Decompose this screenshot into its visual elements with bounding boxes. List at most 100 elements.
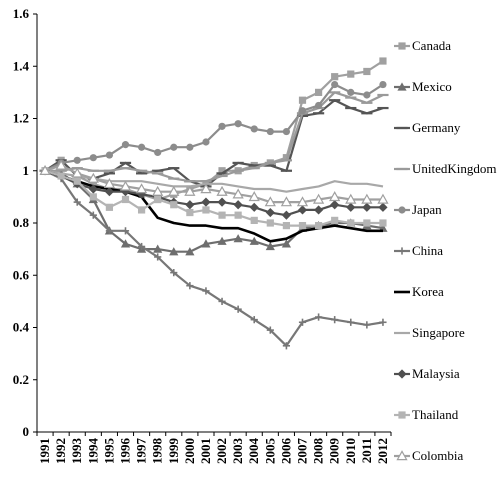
legend-marker [396,450,408,461]
data-point [152,185,164,196]
x-tick-label: 2011 [359,438,374,463]
series-singapore [44,169,384,193]
series-line-japan [44,83,384,172]
data-point [184,185,196,196]
data-point [153,244,163,253]
data-point [250,216,258,224]
x-tick-label: 1999 [166,438,181,465]
data-point [89,180,97,188]
data-point [331,73,339,81]
data-point [202,206,210,214]
data-point [154,148,162,157]
series-line-colombia [44,164,383,204]
data-point [185,200,195,210]
data-point [249,236,259,245]
data-point [104,187,115,197]
data-point [346,202,356,212]
series-line-unitedkingdom [45,91,384,183]
data-point [345,193,357,204]
series-colombia [39,159,389,207]
data-point [39,164,51,175]
series-thailand [41,167,387,230]
data-point [331,80,339,89]
legend-item-singapore: Singapore [394,325,465,340]
series-line-germany [44,99,384,188]
data-point [186,208,194,217]
series-line-malaysia [44,169,383,217]
data-point [362,202,372,212]
legend-label: Malaysia [412,366,460,381]
data-point [314,101,323,110]
data-point [313,205,324,215]
series-china [41,167,387,350]
legend-marker [397,369,407,379]
legend-item-japan: Japan [394,202,442,217]
y-tick-label: 0.4 [13,320,30,335]
data-point [55,159,67,170]
data-point [105,203,114,211]
data-point [330,200,340,210]
legend-label: Canada [412,38,451,53]
x-tick-label: 1996 [118,438,133,465]
data-point [201,197,211,207]
data-point [312,193,325,204]
data-point [379,57,387,65]
data-point [363,91,371,99]
data-point [282,222,291,230]
data-point [266,219,274,227]
legend-item-malaysia: Malaysia [394,366,460,381]
data-point [265,207,275,218]
x-tick-label: 1993 [69,438,84,465]
x-tick-label: 1995 [101,438,116,465]
legend-marker [398,42,406,50]
data-point [249,202,259,212]
data-point [119,180,132,191]
legend-item-mexico: Mexico [394,79,452,94]
data-point [88,184,98,194]
data-point [314,88,323,96]
x-tick-label: 2008 [311,438,326,465]
data-point [105,151,114,159]
x-tick-label: 2000 [182,438,197,464]
data-point [186,143,194,151]
series-line-korea [44,169,383,243]
data-point [120,239,131,248]
x-tick-label: 1997 [134,438,149,465]
data-point [121,195,130,204]
series-line-mexico [44,169,384,253]
x-tick-label: 2010 [343,438,358,464]
x-tick-label: 1994 [85,438,100,465]
series-korea [44,169,383,243]
legend-item-canada: Canada [394,38,451,53]
data-point [266,127,274,136]
data-point [331,216,339,224]
data-point [169,247,179,256]
data-point [71,167,83,178]
y-tick-label: 0 [23,424,30,439]
x-tick-label: 1998 [150,438,165,465]
y-tick-label: 1.2 [13,111,29,126]
data-point [347,70,355,78]
data-point [264,196,276,207]
data-point [232,188,244,199]
x-tick-label: 2005 [262,438,277,465]
data-point [379,219,387,227]
legend-item-germany: Germany [394,120,461,135]
data-point [377,193,389,204]
data-point [298,222,307,230]
y-tick-label: 0.8 [13,215,30,230]
data-point [168,185,180,196]
data-point [87,172,99,183]
x-tick-label: 1992 [53,438,68,464]
series-line-china [44,169,384,347]
data-point [73,156,81,164]
data-point [296,196,309,207]
legend-label: Singapore [412,325,465,340]
legend-item-korea: Korea [394,284,444,299]
x-tick-label: 2012 [375,438,390,464]
legend-marker [397,82,407,91]
data-point [265,241,275,251]
legend-marker [398,411,406,419]
data-point [170,143,178,151]
legend-marker [398,206,406,214]
